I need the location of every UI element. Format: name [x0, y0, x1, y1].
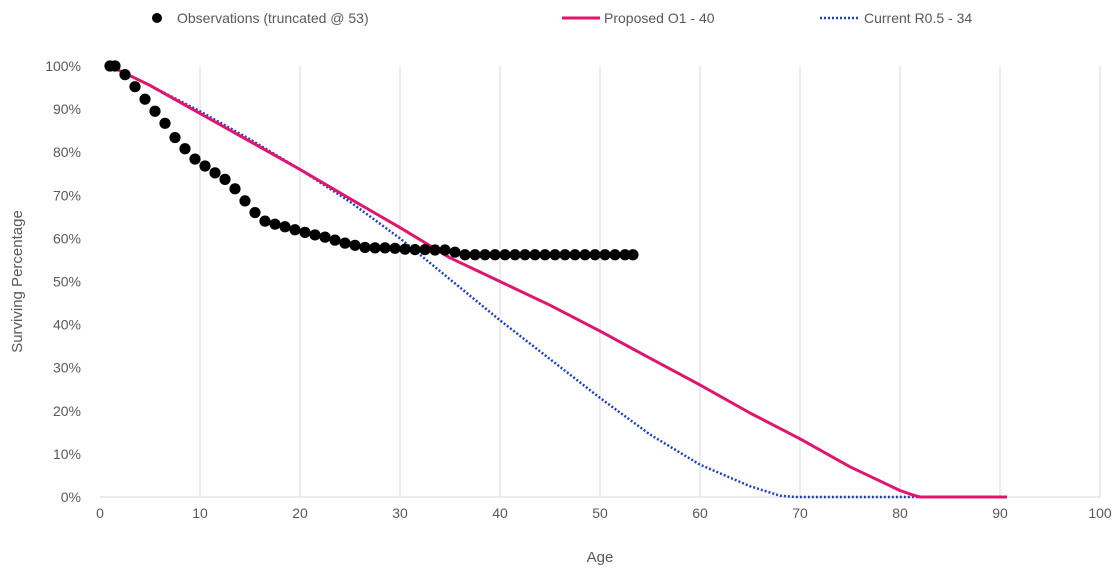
- observation-point: [429, 244, 441, 256]
- observation-point: [149, 105, 161, 117]
- x-tick-label: 100: [1088, 505, 1112, 521]
- y-tick-label: 0%: [61, 489, 81, 505]
- observation-point: [459, 249, 471, 261]
- y-tick-label: 50%: [53, 274, 81, 290]
- observation-point: [209, 167, 221, 179]
- observation-point: [229, 183, 241, 195]
- observation-point: [279, 221, 291, 233]
- legend-label-proposed: Proposed O1 - 40: [604, 10, 715, 26]
- observation-point: [599, 249, 611, 261]
- observation-point: [519, 249, 531, 261]
- observation-point: [259, 215, 271, 227]
- x-tick-label: 60: [692, 505, 708, 521]
- observation-point: [499, 249, 511, 261]
- observation-point: [319, 231, 331, 243]
- legend-label-observations: Observations (truncated @ 53): [177, 10, 369, 26]
- observation-point: [509, 249, 521, 261]
- observation-point: [299, 226, 311, 238]
- observation-point: [369, 242, 381, 254]
- x-axis-title: Age: [587, 549, 614, 566]
- observation-point: [289, 224, 301, 236]
- series-observations: [104, 60, 639, 261]
- observation-point: [569, 249, 581, 261]
- observation-point: [179, 143, 191, 155]
- y-tick-label: 100%: [45, 58, 81, 74]
- observation-point: [329, 234, 341, 246]
- gridlines: [199, 66, 1101, 497]
- y-axis-title: Surviving Percentage: [9, 210, 26, 353]
- observation-point: [549, 249, 561, 261]
- y-tick-label: 30%: [53, 360, 81, 376]
- observation-point: [449, 246, 461, 258]
- observation-point: [479, 249, 491, 261]
- y-tick-label: 40%: [53, 317, 81, 333]
- observation-point: [129, 81, 141, 93]
- observation-point: [379, 242, 391, 254]
- series-line-proposed: [109, 64, 1007, 499]
- y-tick-label: 10%: [53, 446, 81, 462]
- observation-point: [399, 243, 411, 255]
- observation-point: [199, 160, 211, 172]
- x-tick-label: 20: [292, 505, 308, 521]
- observation-point: [439, 244, 451, 256]
- observation-point: [359, 241, 371, 254]
- series-layer: [104, 60, 1007, 499]
- observation-point: [349, 239, 361, 251]
- observation-point: [619, 249, 631, 261]
- y-axis-ticks: 0% 10% 20% 30% 40% 50% 60% 70% 80% 90% 100%: [45, 58, 81, 505]
- observation-point: [339, 237, 351, 249]
- x-axis-ticks: 0 10 20 30 40 50 60 70 80 90 100: [96, 505, 1112, 521]
- observation-point: [189, 153, 201, 165]
- x-tick-label: 50: [592, 505, 608, 521]
- x-tick-label: 70: [792, 505, 808, 521]
- y-tick-label: 80%: [53, 144, 81, 160]
- observation-point: [389, 242, 401, 254]
- observation-point: [589, 249, 601, 261]
- x-tick-label: 10: [192, 505, 208, 521]
- observation-point: [419, 244, 431, 256]
- observation-point: [627, 249, 639, 261]
- observation-point: [249, 206, 261, 219]
- observation-point: [489, 249, 501, 261]
- observation-point: [269, 218, 281, 230]
- y-tick-label: 70%: [53, 187, 81, 203]
- observation-point: [309, 229, 321, 241]
- observation-point: [169, 131, 181, 144]
- x-tick-label: 90: [992, 505, 1008, 521]
- x-tick-label: 80: [892, 505, 908, 521]
- x-tick-label: 30: [392, 505, 408, 521]
- observation-point: [139, 93, 151, 105]
- observation-point: [539, 249, 551, 261]
- observation-point: [529, 249, 541, 261]
- legend: Observations (truncated @ 53) Proposed O…: [152, 10, 972, 26]
- y-tick-label: 20%: [53, 403, 81, 419]
- observation-point: [469, 249, 481, 261]
- observation-point: [579, 249, 591, 261]
- observation-point: [159, 117, 171, 129]
- legend-label-current: Current R0.5 - 34: [864, 10, 972, 26]
- observation-point: [559, 249, 571, 261]
- legend-marker-observations: [152, 13, 162, 23]
- observation-point: [109, 60, 121, 72]
- observation-point: [409, 244, 421, 256]
- observation-point: [609, 249, 621, 261]
- observation-point: [219, 173, 231, 185]
- y-tick-label: 60%: [53, 230, 81, 246]
- observation-point: [239, 195, 251, 207]
- x-tick-label: 40: [492, 505, 508, 521]
- y-tick-label: 90%: [53, 101, 81, 117]
- x-tick-label: 0: [96, 505, 104, 521]
- series-line-current: [109, 64, 1007, 499]
- observation-point: [119, 69, 131, 81]
